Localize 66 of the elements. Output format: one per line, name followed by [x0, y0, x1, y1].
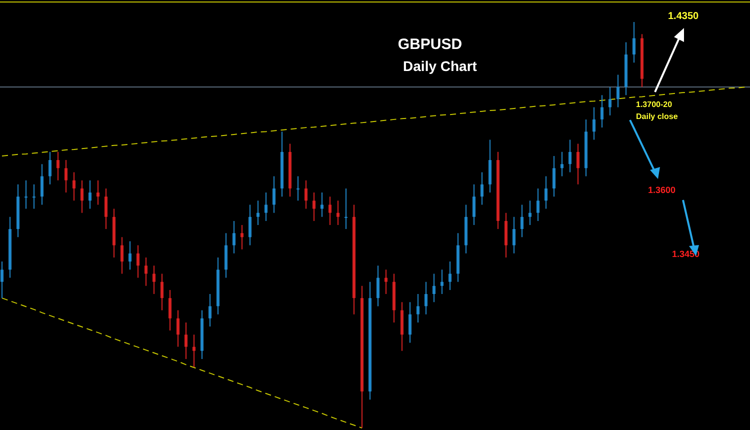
text: GBPUSD: [398, 36, 462, 53]
candlestick: [408, 302, 412, 344]
candlestick: [80, 180, 84, 214]
candlestick: [88, 180, 92, 210]
candlestick: [544, 176, 548, 210]
candlestick: [120, 236, 124, 274]
candlestick: [600, 94, 604, 128]
candlestick: [72, 172, 76, 202]
candlestick: [608, 86, 612, 116]
candlestick: [344, 188, 348, 230]
candlestick: [256, 200, 260, 226]
candlestick: [480, 172, 484, 206]
candlestick: [304, 180, 308, 210]
candlestick: [512, 216, 516, 254]
candlestick: [248, 204, 252, 246]
candlestick: [184, 322, 188, 360]
candlestick: [328, 196, 332, 226]
candlestick: [192, 334, 196, 368]
candlestick: [440, 269, 444, 295]
candlestick: [136, 244, 140, 278]
candlestick: [40, 164, 44, 206]
candlestick: [128, 240, 132, 270]
annotation: Daily close: [636, 112, 678, 121]
candlestick: [520, 204, 524, 238]
text: Daily Chart: [403, 58, 478, 74]
candlestick: [384, 269, 388, 295]
candlestick: [104, 188, 108, 230]
candlestick: [168, 289, 172, 332]
candlestick: [232, 220, 236, 254]
candlestick: [448, 261, 452, 290]
candlestick: [272, 176, 276, 214]
candlestick: [24, 180, 28, 210]
candlestick: [208, 294, 212, 327]
candlestick: [56, 151, 60, 181]
candlestick: [64, 160, 68, 194]
annotation: 1.3600: [648, 185, 676, 195]
candlestick: [0, 261, 4, 299]
candlestick: [320, 192, 324, 218]
candlestick: [560, 151, 564, 177]
candlestick: [312, 192, 316, 222]
candlestick: [432, 273, 436, 303]
candlestick: [376, 265, 380, 307]
candlestick: [96, 180, 100, 206]
candlestick: [576, 143, 580, 185]
candlestick: [552, 155, 556, 198]
candlestick: [528, 200, 532, 226]
candlestick: [336, 200, 340, 226]
annotation: 1.4350: [668, 11, 700, 22]
candlestick: [416, 294, 420, 323]
candlestick: [568, 139, 572, 173]
candlestick: [536, 188, 540, 222]
candlestick: [296, 176, 300, 202]
candlestick: [240, 224, 244, 250]
candlestick: [144, 256, 148, 286]
candlestick: [616, 74, 620, 108]
candlestick: [592, 106, 596, 140]
candlestick: [160, 273, 164, 311]
candlestick: [176, 310, 180, 348]
candlestick: [32, 184, 36, 210]
candlestick: [472, 184, 476, 226]
candlestick: [424, 281, 428, 315]
candlestick: [632, 22, 636, 64]
annotation: 1.3700-20: [636, 100, 673, 109]
candlestick: [152, 265, 156, 295]
candlestick: [48, 151, 52, 185]
candlestick: [264, 192, 268, 222]
